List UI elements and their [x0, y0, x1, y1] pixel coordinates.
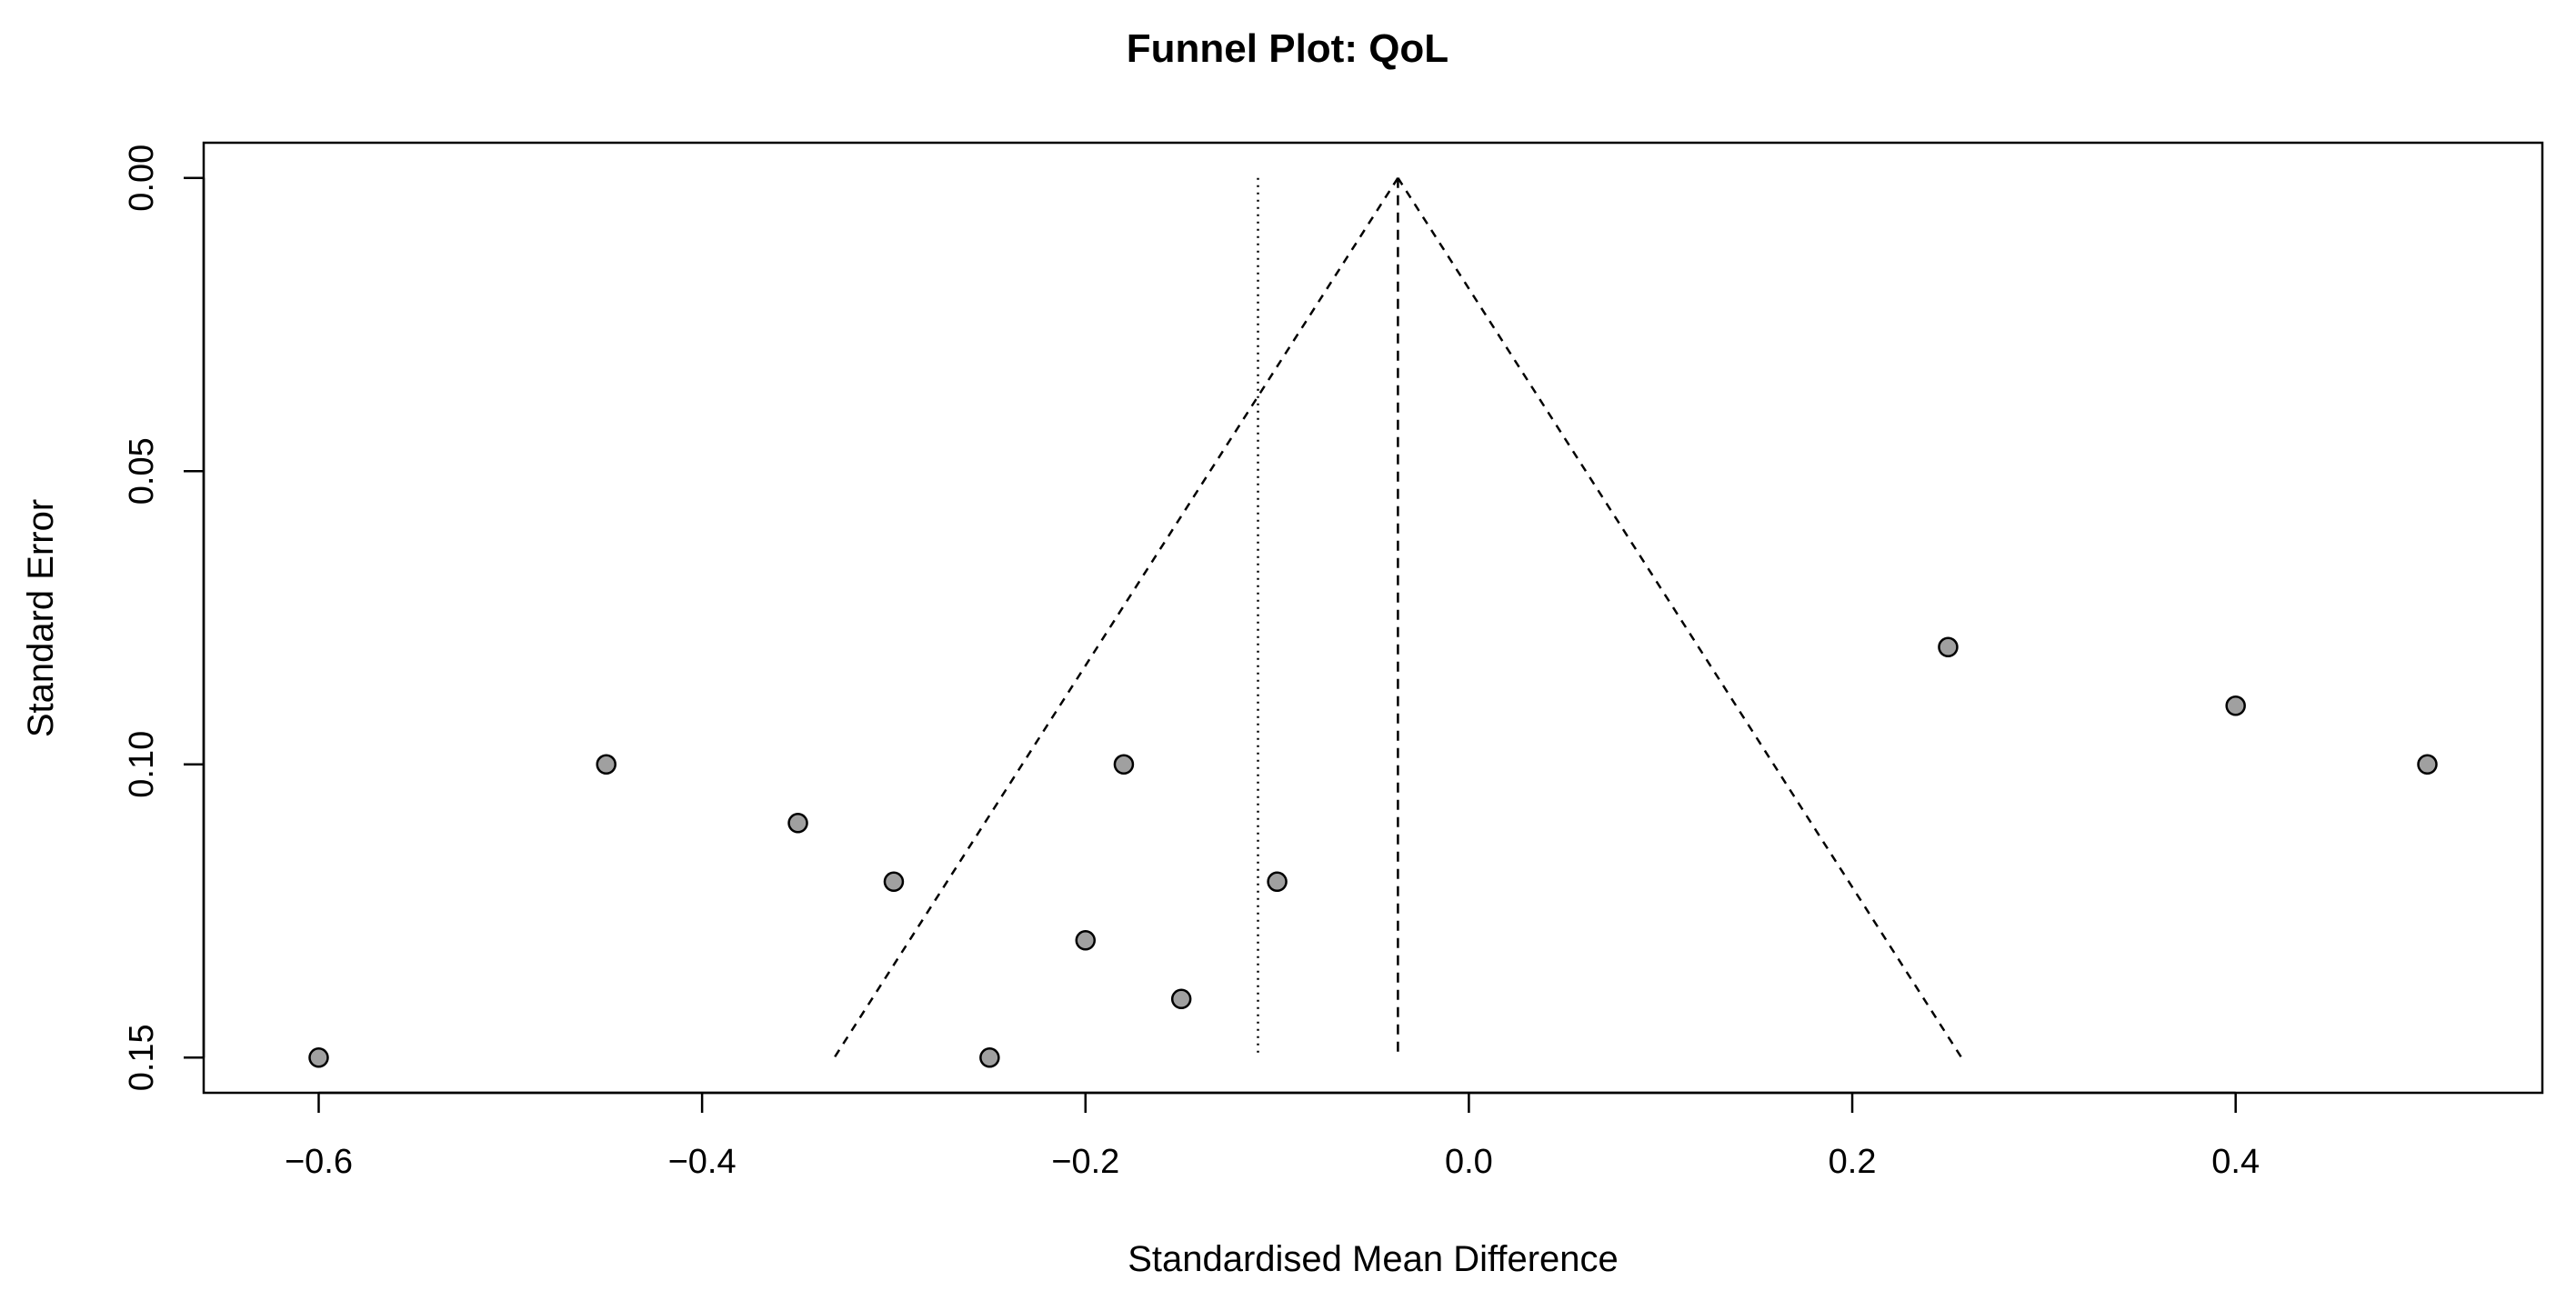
data-point — [308, 1047, 329, 1068]
y-tick-label: 0.10 — [123, 731, 161, 798]
y-axis: 0.00 0.05 0.10 0.15 — [123, 145, 205, 1091]
data-point — [883, 871, 905, 893]
x-tick-label: 0.2 — [1829, 1143, 1877, 1181]
data-point — [1075, 930, 1097, 951]
points-layer — [308, 636, 2438, 1068]
y-tick-label: 0.00 — [123, 145, 161, 212]
chart-title: Funnel Plot: QoL — [1127, 26, 1448, 71]
funnel-left-boundary — [833, 177, 1399, 1058]
y-tick-label: 0.05 — [123, 437, 161, 505]
data-point — [1267, 871, 1288, 893]
x-axis: −0.6 −0.4 −0.2 0.0 0.2 0.4 — [285, 1091, 2260, 1181]
funnel-right-boundary — [1397, 177, 1963, 1058]
data-point — [1170, 988, 1192, 1010]
data-point — [787, 813, 808, 834]
data-point — [2225, 696, 2246, 716]
x-tick-label: −0.4 — [668, 1143, 737, 1181]
y-tick-label: 0.15 — [123, 1024, 161, 1091]
plot-frame — [202, 141, 2544, 1095]
x-tick-label: −0.6 — [285, 1143, 353, 1181]
y-axis-label: Standard Error — [21, 499, 61, 737]
data-point — [979, 1047, 1000, 1068]
data-point — [596, 754, 616, 776]
x-tick-label: −0.2 — [1051, 1143, 1119, 1181]
data-point — [1113, 754, 1135, 776]
x-tick-label: 0.4 — [2211, 1143, 2260, 1181]
x-axis-label: Standardised Mean Difference — [1128, 1239, 1619, 1279]
x-tick-label: 0.0 — [1445, 1143, 1493, 1181]
data-point — [1938, 636, 1959, 658]
funnel-layer — [833, 177, 1963, 1058]
data-point — [2417, 754, 2438, 776]
